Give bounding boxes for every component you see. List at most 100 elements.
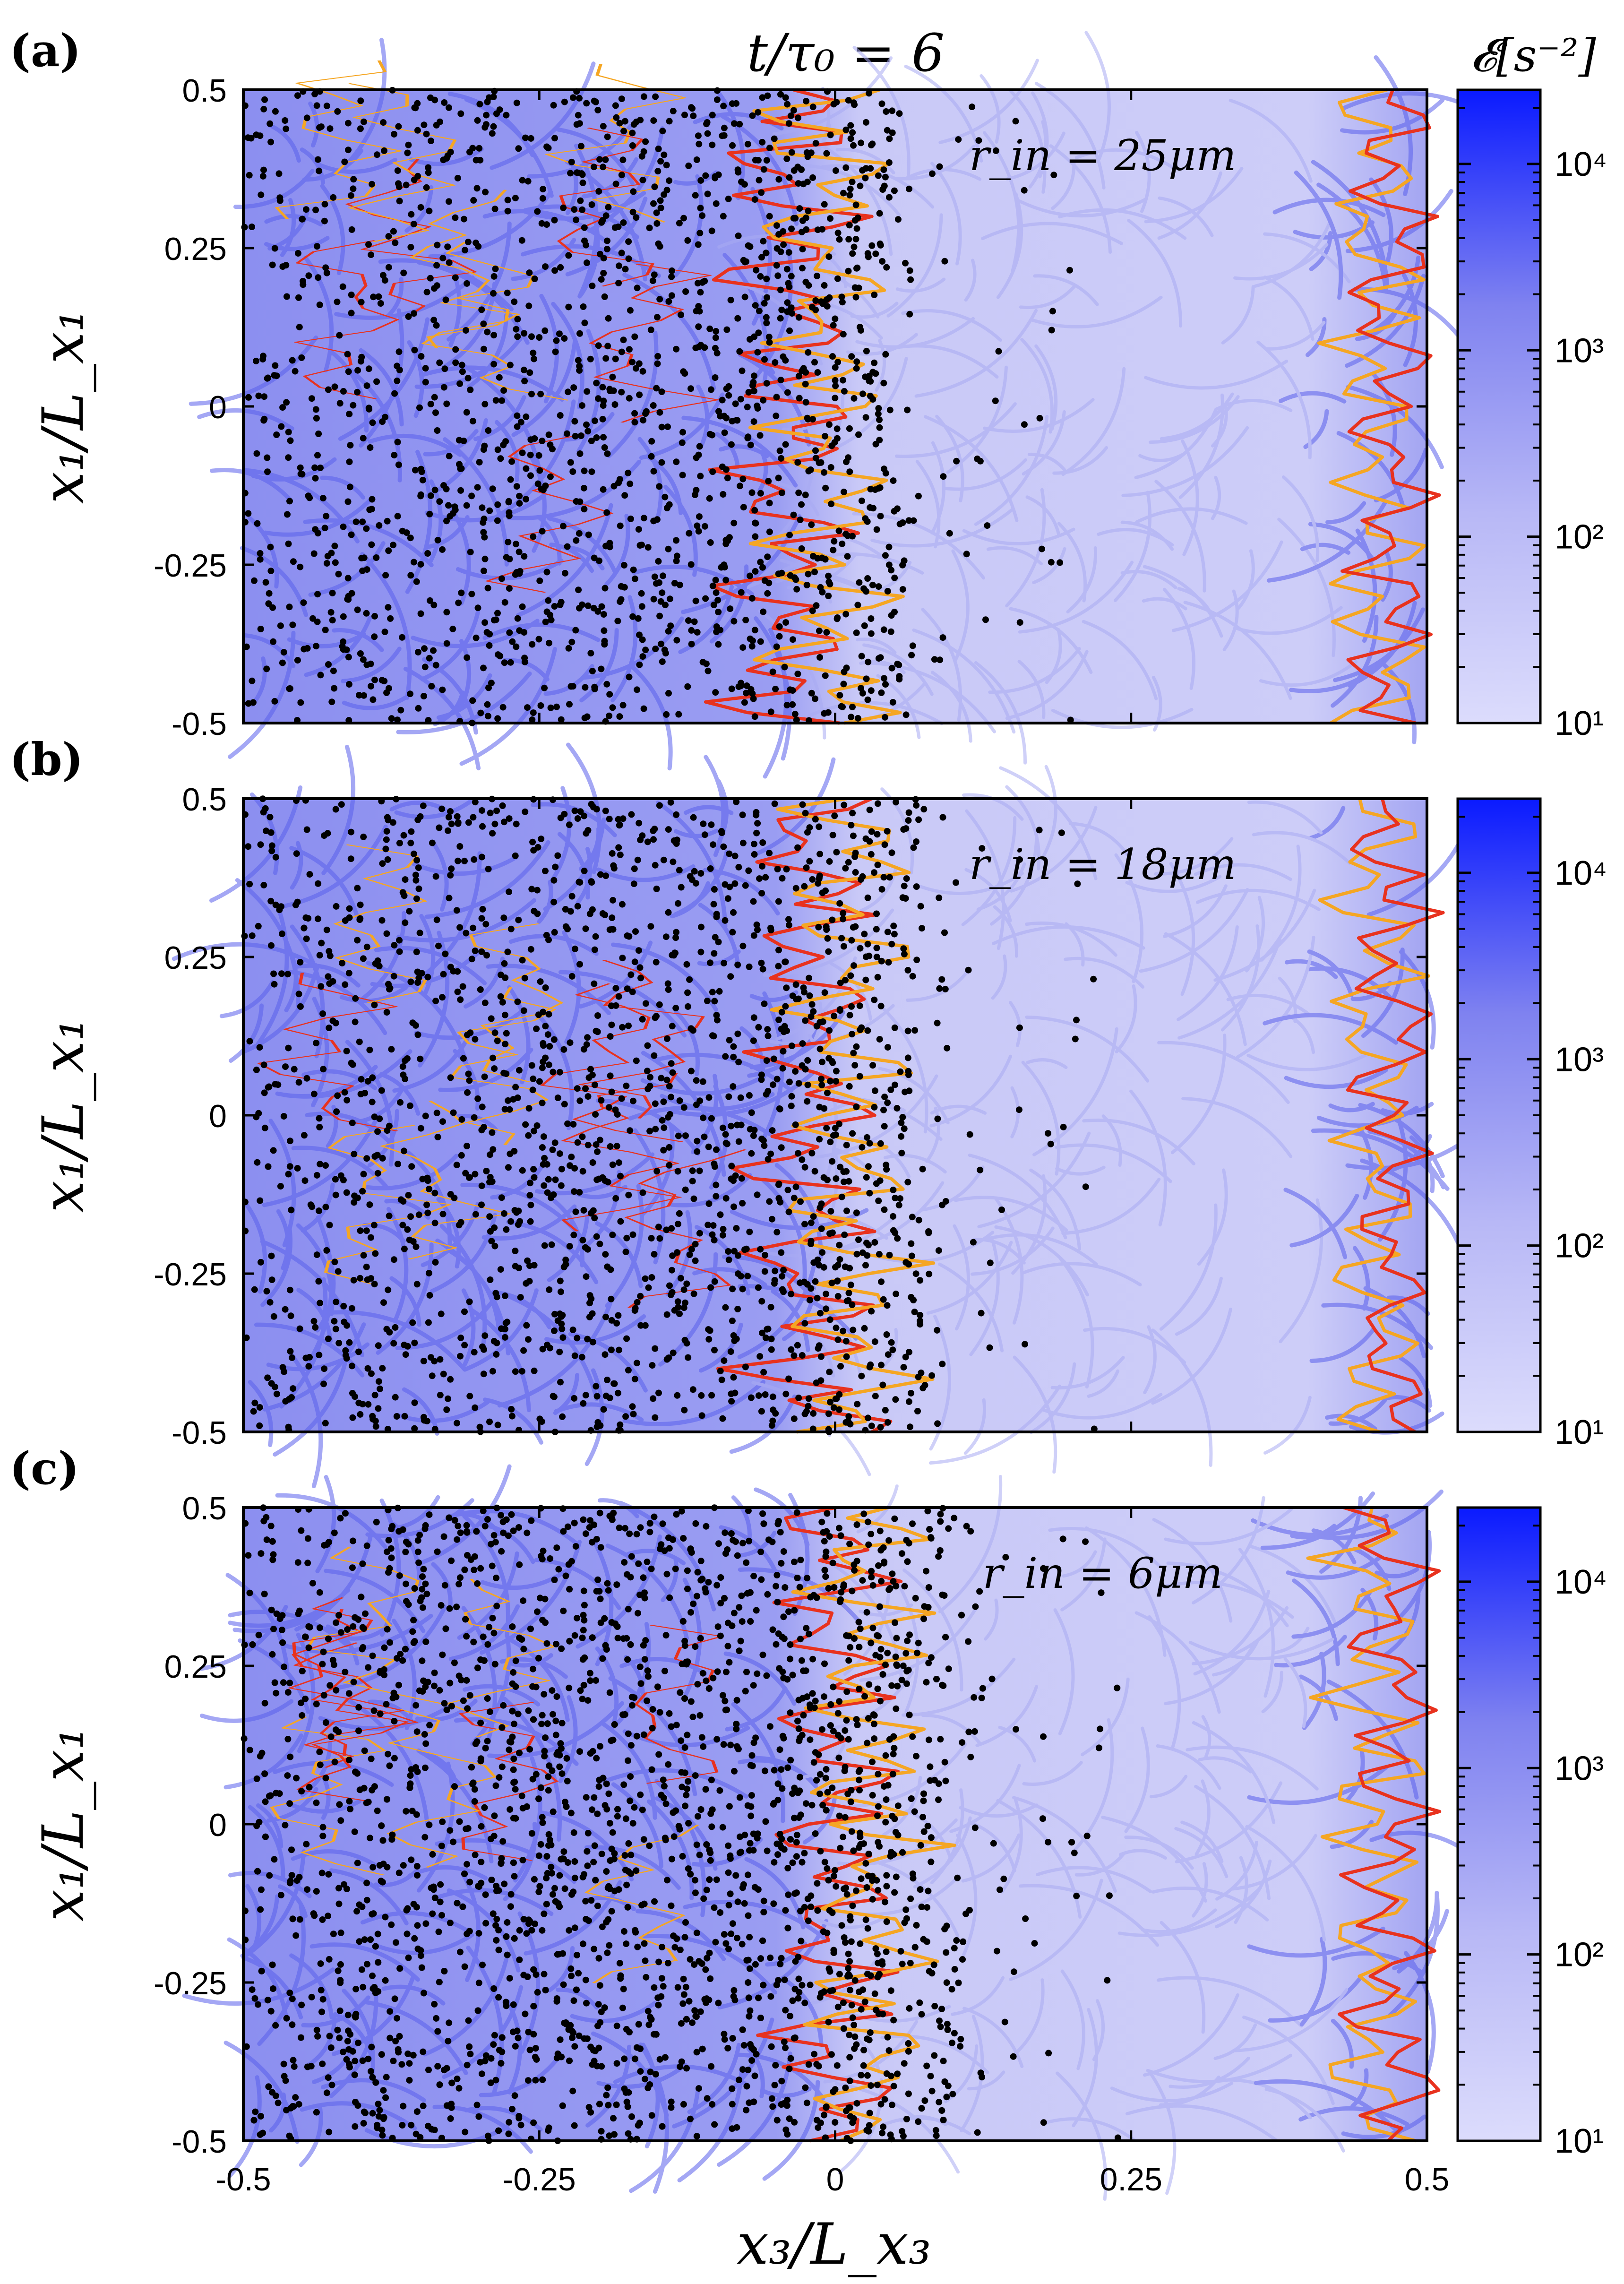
particle (904, 967, 911, 974)
particle (724, 474, 731, 482)
particle (312, 406, 319, 413)
particle (754, 1191, 761, 1198)
particle (443, 1406, 450, 1413)
particle (896, 676, 903, 683)
particle (752, 302, 759, 309)
vorticity-streak (830, 962, 872, 1021)
vorticity-streak (407, 1865, 488, 1880)
vorticity-streak (1022, 410, 1066, 476)
particle (385, 233, 392, 240)
vorticity-streak (404, 185, 434, 233)
particle (473, 239, 480, 246)
particle (524, 1257, 531, 1264)
particle (268, 1380, 275, 1387)
particle (448, 820, 455, 827)
particle (889, 107, 896, 114)
particle (808, 521, 815, 528)
particle (865, 1414, 871, 1422)
particle (273, 1390, 280, 1397)
particle (569, 94, 576, 101)
particle (759, 839, 766, 846)
particle (261, 1699, 268, 1707)
particle (603, 509, 610, 516)
vorticity-streak (257, 1903, 306, 2046)
particle (706, 959, 713, 966)
particle (886, 874, 893, 881)
particle (668, 1225, 675, 1232)
particle (807, 1982, 814, 1989)
particle (584, 602, 592, 609)
particle (407, 244, 414, 250)
particle (908, 1252, 915, 1259)
particle (679, 472, 686, 479)
particle (754, 349, 761, 356)
particle (260, 1061, 267, 1069)
particle (577, 197, 584, 204)
vorticity-streak (1005, 785, 1041, 871)
particle (760, 1897, 767, 1905)
particle (365, 241, 372, 248)
particle (760, 608, 767, 615)
particle (673, 637, 680, 644)
particle (809, 876, 816, 883)
colorbar-gradient (1456, 88, 1542, 724)
particle (278, 970, 285, 977)
particle (443, 400, 450, 407)
vorticity-streak (1252, 831, 1351, 865)
particle (382, 845, 389, 853)
particle (570, 1232, 577, 1239)
particle (618, 95, 625, 103)
particle (266, 590, 273, 597)
vorticity-streak (1194, 1779, 1211, 1856)
particle (830, 1404, 837, 1411)
particle (345, 596, 352, 603)
particle (751, 713, 758, 720)
particle (501, 960, 508, 967)
particle (721, 960, 727, 966)
particle (653, 385, 660, 392)
particle (330, 667, 337, 674)
vorticity-streak (365, 1154, 459, 1190)
vorticity-streak (637, 437, 663, 517)
particle (539, 1819, 546, 1826)
particle (809, 103, 816, 111)
particle (754, 402, 761, 409)
vorticity-streak (1154, 480, 1206, 593)
particle (282, 1306, 289, 1313)
particle (518, 237, 525, 244)
particle (431, 96, 438, 103)
vorticity-streak (315, 1475, 336, 1574)
particle (910, 1297, 917, 1303)
particle (663, 505, 670, 511)
particle (294, 657, 301, 664)
vorticity-streak (289, 1953, 334, 2020)
particle (840, 915, 847, 922)
particle (706, 1327, 713, 1334)
particle (347, 442, 354, 449)
particle (704, 130, 711, 137)
particle (726, 1037, 733, 1043)
particle (478, 1859, 485, 1865)
vorticity-streak (639, 392, 725, 460)
particle (636, 947, 642, 954)
particle (751, 627, 758, 634)
vorticity-streak (366, 961, 468, 1063)
particle (834, 614, 841, 621)
vorticity-streak (912, 628, 1016, 734)
particle (1038, 545, 1045, 552)
contour-line-red (485, 433, 614, 593)
vorticity-streak (760, 2086, 812, 2098)
particle (395, 180, 402, 187)
vorticity-streak (566, 742, 602, 874)
particle (543, 143, 550, 150)
particle (531, 435, 538, 442)
particle (350, 1276, 357, 1284)
particle (841, 1231, 848, 1238)
particle (883, 1331, 890, 1338)
particle (396, 367, 403, 373)
particle (714, 1623, 722, 1630)
particle (500, 441, 507, 448)
colorbar-label: 𝓔[s⁻²] (1470, 30, 1596, 82)
particle (819, 1059, 825, 1066)
particle (295, 2101, 302, 2108)
